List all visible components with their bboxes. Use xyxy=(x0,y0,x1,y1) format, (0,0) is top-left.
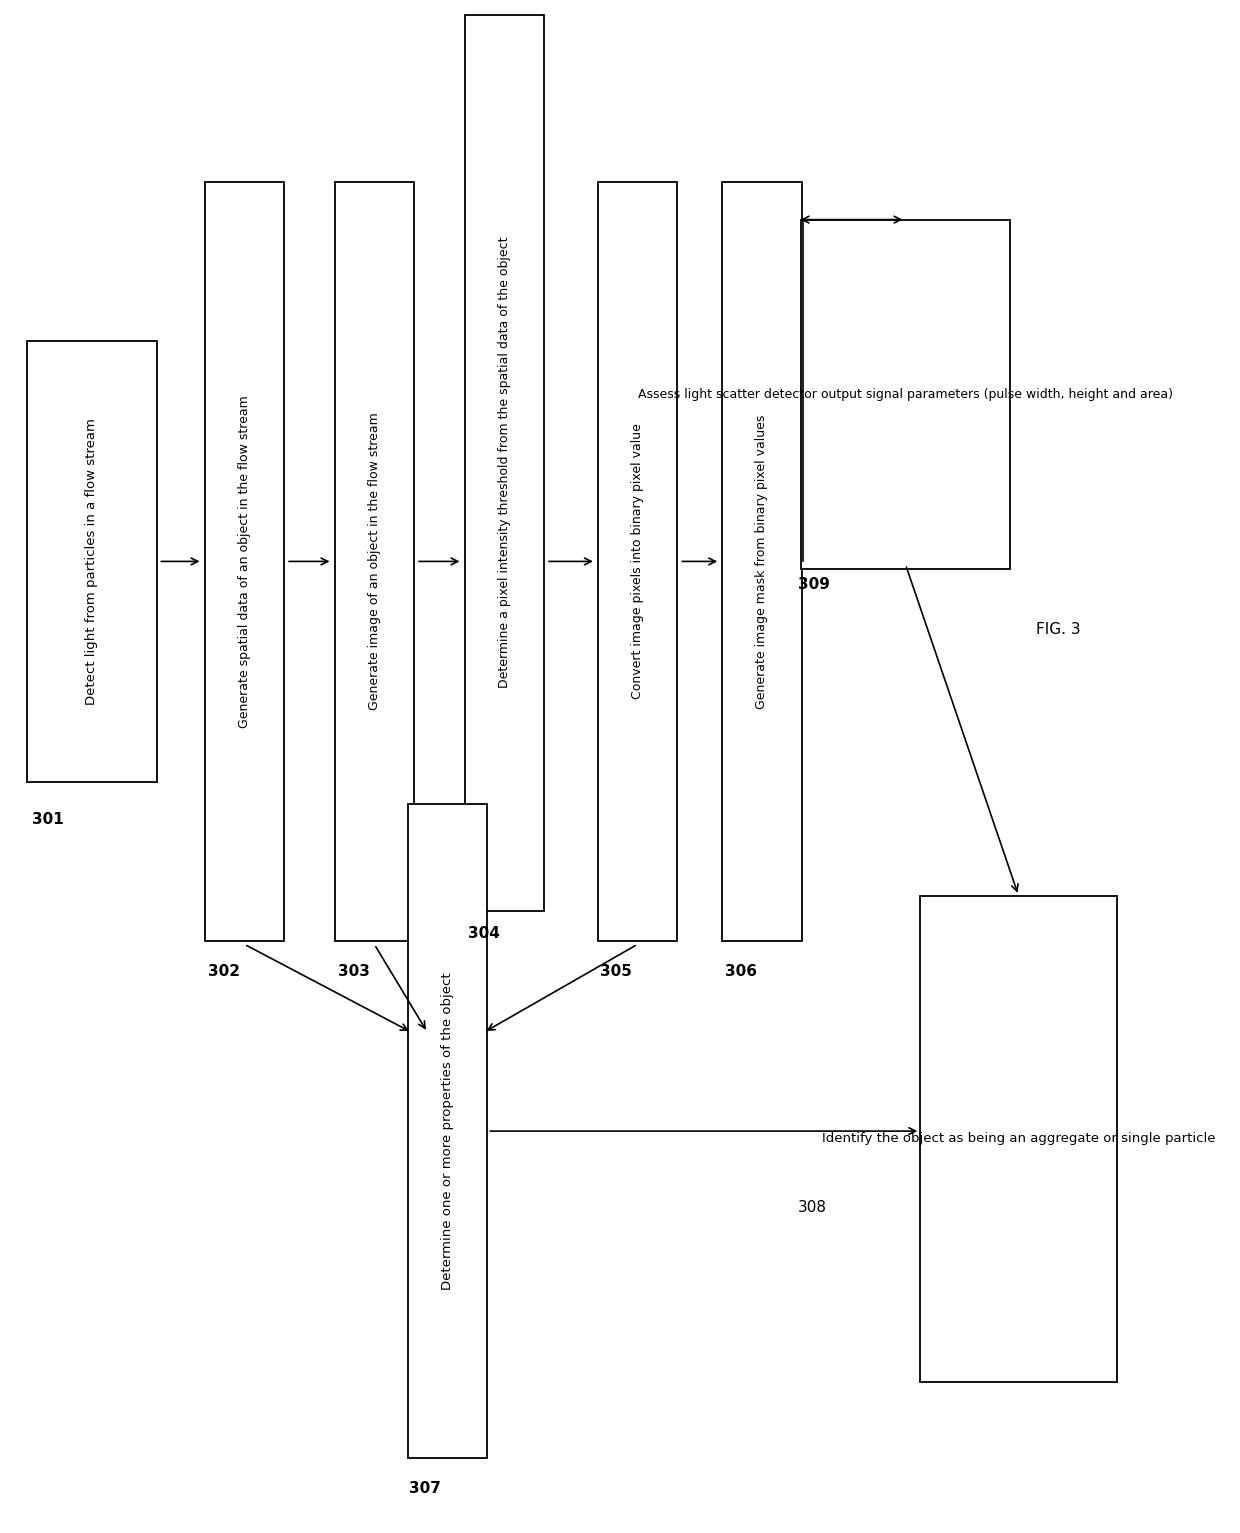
Text: Generate image of an object in the flow stream: Generate image of an object in the flow … xyxy=(368,412,381,710)
Text: 302: 302 xyxy=(208,964,241,980)
Bar xyxy=(335,181,414,941)
Text: 307: 307 xyxy=(409,1481,441,1496)
Text: Convert image pixels into binary pixel value: Convert image pixels into binary pixel v… xyxy=(631,423,644,699)
Text: Assess light scatter detector output signal parameters (pulse width, height and : Assess light scatter detector output sig… xyxy=(639,388,1173,400)
Text: Generate spatial data of an object in the flow stream: Generate spatial data of an object in th… xyxy=(238,396,250,728)
Text: 308: 308 xyxy=(799,1200,827,1214)
Text: Identify the object as being an aggregate or single particle: Identify the object as being an aggregat… xyxy=(822,1133,1215,1145)
Bar xyxy=(465,14,544,911)
Text: 305: 305 xyxy=(600,964,632,980)
Text: 309: 309 xyxy=(799,576,830,592)
Bar xyxy=(205,181,284,941)
Bar xyxy=(598,181,677,941)
Text: Determine a pixel intensity threshold from the spatial data of the object: Determine a pixel intensity threshold fr… xyxy=(497,238,511,688)
Text: Generate image mask from binary pixel values: Generate image mask from binary pixel va… xyxy=(755,414,769,708)
Text: FIG. 3: FIG. 3 xyxy=(1035,622,1080,638)
Bar xyxy=(920,895,1117,1381)
Bar xyxy=(408,805,487,1458)
Text: Determine one or more properties of the object: Determine one or more properties of the … xyxy=(441,972,454,1289)
Text: 301: 301 xyxy=(32,812,63,828)
Text: 306: 306 xyxy=(724,964,756,980)
Bar xyxy=(801,219,1011,569)
Text: Detect light from particles in a flow stream: Detect light from particles in a flow st… xyxy=(86,419,98,705)
Bar xyxy=(27,342,156,782)
Text: 303: 303 xyxy=(339,964,370,980)
Text: 304: 304 xyxy=(467,926,500,941)
Bar xyxy=(723,181,801,941)
